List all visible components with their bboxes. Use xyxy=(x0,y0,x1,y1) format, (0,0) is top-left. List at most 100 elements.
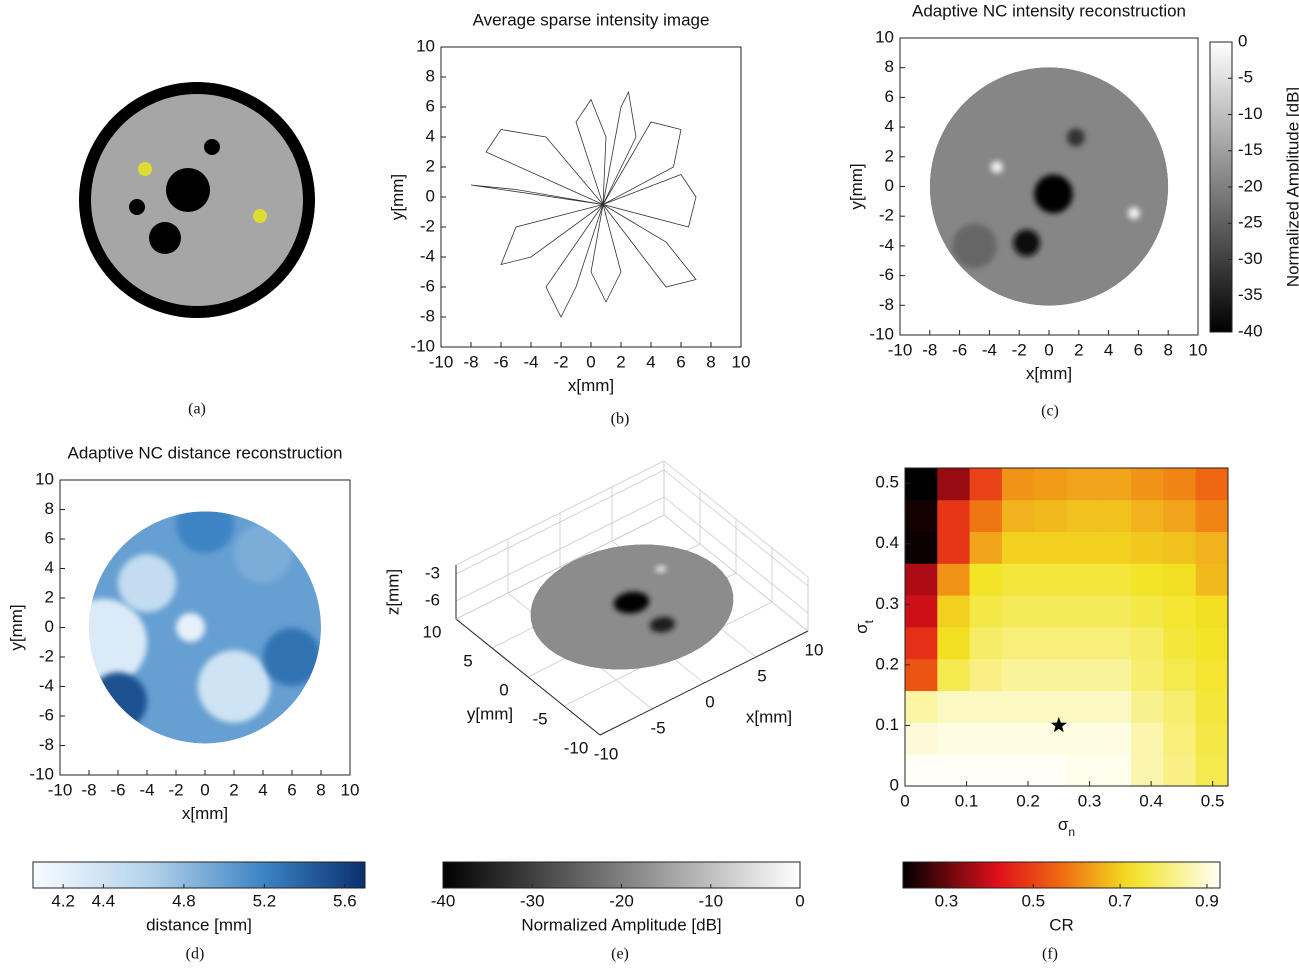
heatmap-cell xyxy=(1099,627,1132,659)
x-tick-label: -5 xyxy=(650,718,665,737)
colorbar xyxy=(33,862,365,888)
y-axis-label: y[mm] xyxy=(847,163,866,209)
chart-title: Adaptive NC intensity reconstruction xyxy=(912,1,1186,20)
image-feature xyxy=(176,495,234,553)
heatmap-cell xyxy=(1131,468,1164,500)
x-axis-label: x[mm] xyxy=(568,376,614,395)
y-axis-label: y[mm] xyxy=(467,704,513,723)
colorbar-tick-label: -20 xyxy=(1238,176,1263,195)
caption: (d) xyxy=(186,946,205,963)
heatmap-cell xyxy=(1131,532,1164,564)
colorbar-tick-label: 0.5 xyxy=(1021,891,1045,910)
inclusion xyxy=(204,139,220,155)
colorbar-label: Normalized Amplitude [dB] xyxy=(521,915,721,934)
heatmap-cell xyxy=(905,468,938,500)
image-feature xyxy=(60,599,147,686)
heatmap-cell xyxy=(1002,595,1035,627)
heatmap-cell xyxy=(1067,532,1100,564)
image-feature xyxy=(89,672,147,730)
heatmap-cell xyxy=(1196,500,1229,532)
heatmap-cell xyxy=(937,691,970,723)
heatmap-cell xyxy=(1196,722,1229,754)
heatmap-cell xyxy=(1196,595,1229,627)
heatmap-cell xyxy=(1099,532,1132,564)
heatmap-cell xyxy=(905,500,938,532)
colorbar-tick-label: 4.2 xyxy=(51,891,75,910)
heatmap-cell xyxy=(905,532,938,564)
heatmap-cell xyxy=(1002,691,1035,723)
x-tick-label: -8 xyxy=(922,340,937,359)
x-tick-label: 5 xyxy=(757,666,766,685)
heatmap-cell xyxy=(1067,468,1100,500)
image-feature xyxy=(1013,230,1040,257)
heatmap-cell xyxy=(1099,722,1132,754)
heatmap-cell xyxy=(937,532,970,564)
x-tick-label: 0 xyxy=(200,780,209,799)
x-tick-label: 0 xyxy=(900,791,909,810)
heatmap-cell xyxy=(1163,468,1196,500)
heatmap-cell xyxy=(1163,563,1196,595)
heatmap-cell xyxy=(1099,691,1132,723)
heatmap-cell xyxy=(905,659,938,691)
image-feature xyxy=(176,613,205,642)
y-tick-label: -8 xyxy=(420,306,435,325)
heatmap-cell xyxy=(1002,563,1035,595)
y-tick-label: -2 xyxy=(39,646,54,665)
y-tick-label: 0 xyxy=(499,680,508,699)
heatmap-cell xyxy=(1099,659,1132,691)
heatmap-cell xyxy=(937,468,970,500)
caption: (b) xyxy=(611,411,630,428)
heatmap-cell xyxy=(970,722,1003,754)
heatmap-cell xyxy=(1196,627,1229,659)
x-tick-label: -2 xyxy=(168,780,183,799)
colorbar-tick-label: -30 xyxy=(1238,249,1263,268)
heatmap-cell xyxy=(1067,595,1100,627)
image-feature xyxy=(234,525,292,583)
x-tick-label: -2 xyxy=(553,352,568,371)
inclusion xyxy=(149,222,181,254)
colorbar xyxy=(903,862,1220,888)
heatmap-cell xyxy=(1034,500,1067,532)
heatmap-cell xyxy=(1163,532,1196,564)
trace xyxy=(603,122,681,205)
x-tick-label: 4 xyxy=(646,352,655,371)
heatmap-cell xyxy=(1196,563,1229,595)
target xyxy=(138,162,152,176)
heatmap-cell xyxy=(970,468,1003,500)
z-tick-label: -3 xyxy=(425,563,440,582)
heatmap-cell xyxy=(1196,691,1229,723)
y-axis-label: y[mm] xyxy=(7,604,26,650)
heatmap-cell xyxy=(1067,754,1100,786)
y-tick-label: 10 xyxy=(416,36,435,55)
inclusion xyxy=(166,168,210,212)
x-tick-label: 8 xyxy=(1163,340,1172,359)
y-tick-label: 0.4 xyxy=(875,533,899,552)
x-tick-label: 0.1 xyxy=(955,791,979,810)
colorbar-tick-label: -5 xyxy=(1238,68,1253,87)
y-axis-symbol: y[mm] xyxy=(7,604,26,650)
heatmap-cell xyxy=(1131,659,1164,691)
y-axis-symbol: y[mm] xyxy=(847,163,866,209)
z-axis-label: z[mm] xyxy=(383,569,402,615)
x-tick-label: -8 xyxy=(81,780,96,799)
x-tick-label: 0.3 xyxy=(1078,791,1102,810)
x-tick-label: -10 xyxy=(594,744,619,763)
heatmap-cell xyxy=(1163,500,1196,532)
caption: (c) xyxy=(1041,403,1059,420)
colorbar-tick-label: 0 xyxy=(795,891,804,910)
x-tick-label: 6 xyxy=(1134,340,1143,359)
colorbar-tick-label: -30 xyxy=(520,891,545,910)
z-tick-label: -6 xyxy=(425,590,440,609)
heatmap-cell xyxy=(937,627,970,659)
x-tick-label: 0 xyxy=(586,352,595,371)
x-tick-label: -2 xyxy=(1012,340,1027,359)
image-feature xyxy=(1128,207,1140,219)
trace xyxy=(591,205,621,303)
heatmap-cell xyxy=(1034,563,1067,595)
colorbar-tick-label: 0.3 xyxy=(935,891,959,910)
x-tick-label: -4 xyxy=(982,340,997,359)
heatmap-cell xyxy=(970,595,1003,627)
heatmap-cell xyxy=(1002,659,1035,691)
y-tick-label: 0 xyxy=(885,176,894,195)
heatmap-cell xyxy=(1131,691,1164,723)
